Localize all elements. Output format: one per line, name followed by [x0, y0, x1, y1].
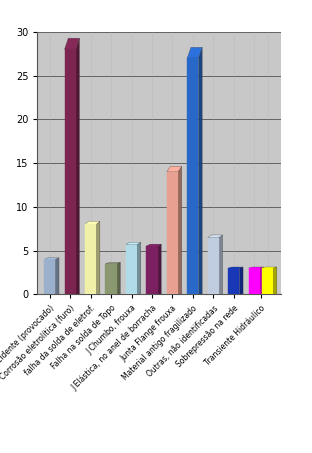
Polygon shape [239, 267, 243, 294]
Bar [167, 172, 178, 294]
Bar [44, 260, 55, 294]
Polygon shape [126, 242, 141, 245]
Bar [228, 268, 239, 294]
Bar [65, 49, 76, 294]
Bar [249, 268, 260, 294]
Polygon shape [178, 166, 182, 294]
Polygon shape [208, 235, 223, 237]
Polygon shape [105, 262, 120, 264]
Polygon shape [117, 262, 120, 294]
Polygon shape [44, 258, 59, 260]
Polygon shape [55, 258, 59, 294]
Bar [85, 224, 96, 294]
Polygon shape [198, 48, 202, 294]
Polygon shape [158, 244, 161, 294]
Polygon shape [228, 267, 243, 268]
Polygon shape [65, 38, 80, 49]
Polygon shape [146, 244, 161, 246]
Polygon shape [219, 235, 223, 294]
Polygon shape [167, 166, 182, 172]
Polygon shape [137, 242, 141, 294]
Polygon shape [96, 221, 100, 294]
Bar [146, 246, 158, 294]
Bar [187, 58, 198, 294]
Bar [105, 264, 117, 294]
Polygon shape [273, 267, 277, 294]
Polygon shape [187, 48, 202, 58]
Polygon shape [85, 221, 100, 224]
Polygon shape [262, 267, 277, 268]
Bar [126, 245, 137, 294]
Polygon shape [249, 267, 264, 268]
Bar [262, 268, 273, 294]
Polygon shape [260, 267, 264, 294]
Polygon shape [76, 38, 80, 294]
Bar [208, 237, 219, 294]
